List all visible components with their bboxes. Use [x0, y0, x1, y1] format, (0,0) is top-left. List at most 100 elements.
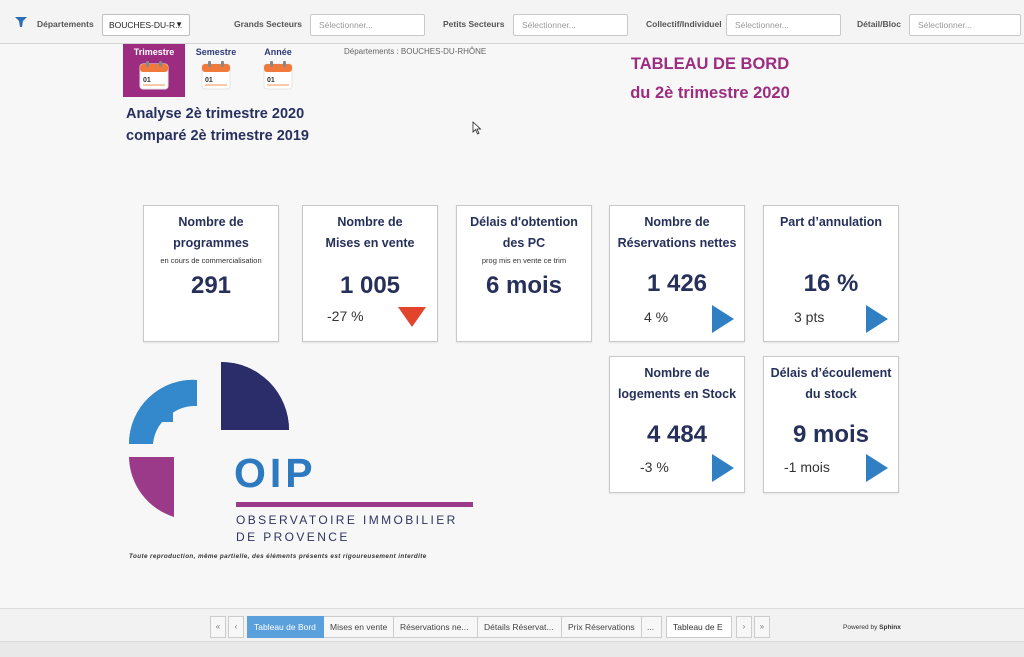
analysis-line-1: Analyse 2è trimestre 2020	[126, 106, 305, 122]
logo-divider	[236, 502, 473, 507]
kpi-title-line: Réservations nettes	[617, 236, 737, 250]
sheet-selector[interactable]: Tableau de E	[666, 616, 732, 638]
period-label: Trimestre	[133, 47, 175, 57]
mouse-cursor-icon	[472, 121, 482, 135]
kpi-title-line: Nombre de	[644, 215, 710, 229]
tab-mises-en-vente[interactable]: Mises en vente	[324, 616, 394, 638]
filter-bar: Départements BOUCHES-DU-R... ▼ Grands Se…	[0, 0, 1024, 44]
tab-details-reservations[interactable]: Détails Réservat...	[478, 616, 562, 638]
kpi-card-reservations: Nombre de Réservations nettes 1 426 4 %	[609, 205, 745, 342]
kpi-card-ecoulement: Délais d’écoulement du stock 9 mois -1 m…	[763, 356, 899, 493]
trend-flat-icon	[866, 454, 888, 482]
logo-line-1: OBSERVATOIRE IMMOBILIER	[236, 513, 458, 527]
prev-sheet-button[interactable]: ‹	[228, 616, 244, 638]
sheet-tab-bar: « ‹ Tableau de Bord Mises en vente Réser…	[0, 608, 1024, 642]
kpi-title: Nombre de Mises en vente	[307, 212, 433, 254]
period-label: Année	[264, 47, 292, 57]
kpi-variation: 4 %	[644, 309, 669, 325]
page-title: TABLEAU DE BORD du 2è trimestre 2020	[590, 50, 830, 108]
powered-brand: Sphinx	[879, 624, 901, 631]
calendar-day: 01	[205, 77, 213, 84]
departements-select[interactable]: BOUCHES-DU-R... ▼	[102, 14, 190, 36]
petits-secteurs-label: Petits Secteurs	[443, 19, 505, 29]
oip-logo-icon	[128, 362, 289, 517]
kpi-variation: 3 pts	[794, 309, 825, 325]
trend-down-icon	[398, 307, 426, 327]
detail-label: Détail/Bloc	[857, 19, 901, 29]
calendar-day: 01	[143, 77, 151, 84]
legal-notice: Toute reproduction, même partielle, des …	[129, 553, 427, 560]
breadcrumb: Départements : BOUCHES-DU-RHÔNE	[344, 47, 487, 56]
analysis-line-2: comparé 2è trimestre 2019	[126, 128, 309, 144]
page-title-line-1: TABLEAU DE BORD	[630, 55, 790, 73]
period-tab-trimestre[interactable]: Trimestre 01	[123, 44, 185, 97]
kpi-title-line: Part d’annulation	[779, 215, 883, 229]
kpi-value: 291	[190, 272, 232, 299]
trend-flat-icon	[712, 454, 734, 482]
kpi-title-line: logements en Stock	[617, 387, 737, 401]
kpi-value: 4 484	[646, 421, 708, 448]
page-title-line-2: du 2è trimestre 2020	[630, 84, 790, 102]
logo-acronym: OIP	[234, 450, 317, 496]
last-sheet-button[interactable]: »	[754, 616, 770, 638]
kpi-title-line: programmes	[173, 236, 249, 250]
next-sheet-button[interactable]: ›	[736, 616, 752, 638]
period-label: Semestre	[195, 47, 237, 57]
kpi-title: Nombre de logements en Stock	[614, 363, 740, 405]
kpi-card-delais-pc: Délais d'obtention des PC prog mis en ve…	[456, 205, 592, 342]
kpi-card-stock: Nombre de logements en Stock 4 484 -3 %	[609, 356, 745, 493]
calendar-icon: 01	[139, 61, 169, 90]
analysis-heading: Analyse 2è trimestre 2020 comparé 2è tri…	[126, 103, 309, 147]
period-tab-annee[interactable]: Année 01	[247, 44, 309, 97]
kpi-value: 16 %	[803, 270, 859, 297]
kpi-title: Délais d’écoulement du stock	[768, 363, 894, 405]
collectif-label: Collectif/Individuel	[646, 19, 722, 29]
kpi-subtitle: en cours de commercialisation	[160, 256, 262, 265]
kpi-variation: -27 %	[327, 308, 364, 324]
kpi-card-programmes: Nombre de programmes en cours de commerc…	[143, 205, 279, 342]
kpi-title-line: Délais d’écoulement	[770, 366, 892, 380]
kpi-title: Nombre de programmes	[148, 212, 274, 254]
window-bottom-edge	[0, 642, 1024, 657]
departements-label: Départements	[37, 19, 94, 29]
collectif-input[interactable]: Sélectionner...	[726, 14, 841, 36]
chevron-down-icon: ▼	[175, 20, 183, 29]
tab-tableau-de-bord[interactable]: Tableau de Bord	[247, 616, 324, 638]
trend-flat-icon	[712, 305, 734, 333]
kpi-value: 1 005	[339, 272, 401, 299]
powered-prefix: Powered by	[843, 624, 878, 631]
kpi-card-annulation: Part d’annulation 16 % 3 pts	[763, 205, 899, 342]
app-logo-icon	[15, 17, 27, 27]
departements-value: BOUCHES-DU-R...	[109, 20, 183, 30]
tab-prix-reservations[interactable]: Prix Réservations	[562, 616, 642, 638]
kpi-value: 6 mois	[485, 272, 563, 299]
kpi-title-line: Nombre de	[178, 215, 244, 229]
kpi-subtitle: prog mis en vente ce trim	[481, 256, 567, 265]
tab-reservations-nettes[interactable]: Réservations ne...	[394, 616, 478, 638]
grands-secteurs-label: Grands Secteurs	[234, 19, 303, 29]
kpi-variation: -3 %	[640, 459, 669, 475]
kpi-title: Délais d'obtention des PC	[461, 212, 587, 254]
kpi-variation: -1 mois	[784, 459, 830, 475]
calendar-day: 01	[267, 77, 275, 84]
detail-input[interactable]: Sélectionner...	[909, 14, 1021, 36]
kpi-title: Nombre de Réservations nettes	[614, 212, 740, 254]
kpi-title: Part d’annulation	[768, 212, 894, 233]
calendar-icon: 01	[263, 61, 293, 90]
kpi-title-line: Délais d'obtention	[470, 215, 578, 229]
petits-secteurs-input[interactable]: Sélectionner...	[513, 14, 628, 36]
kpi-title-line: Nombre de	[644, 366, 710, 380]
trend-flat-icon	[866, 305, 888, 333]
kpi-value: 1 426	[646, 270, 708, 297]
kpi-title-line: Nombre de	[337, 215, 403, 229]
powered-by: Powered by Sphinx	[843, 624, 901, 631]
more-tabs-button[interactable]: ...	[642, 616, 662, 638]
logo-line-2: DE PROVENCE	[236, 530, 350, 544]
calendar-icon: 01	[201, 61, 231, 90]
first-sheet-button[interactable]: «	[210, 616, 226, 638]
kpi-value: 9 mois	[792, 421, 870, 448]
kpi-card-mises-en-vente: Nombre de Mises en vente 1 005 -27 %	[302, 205, 438, 342]
grands-secteurs-input[interactable]: Sélectionner...	[310, 14, 425, 36]
period-tab-semestre[interactable]: Semestre 01	[185, 44, 247, 97]
kpi-title-line: Mises en vente	[325, 236, 415, 250]
